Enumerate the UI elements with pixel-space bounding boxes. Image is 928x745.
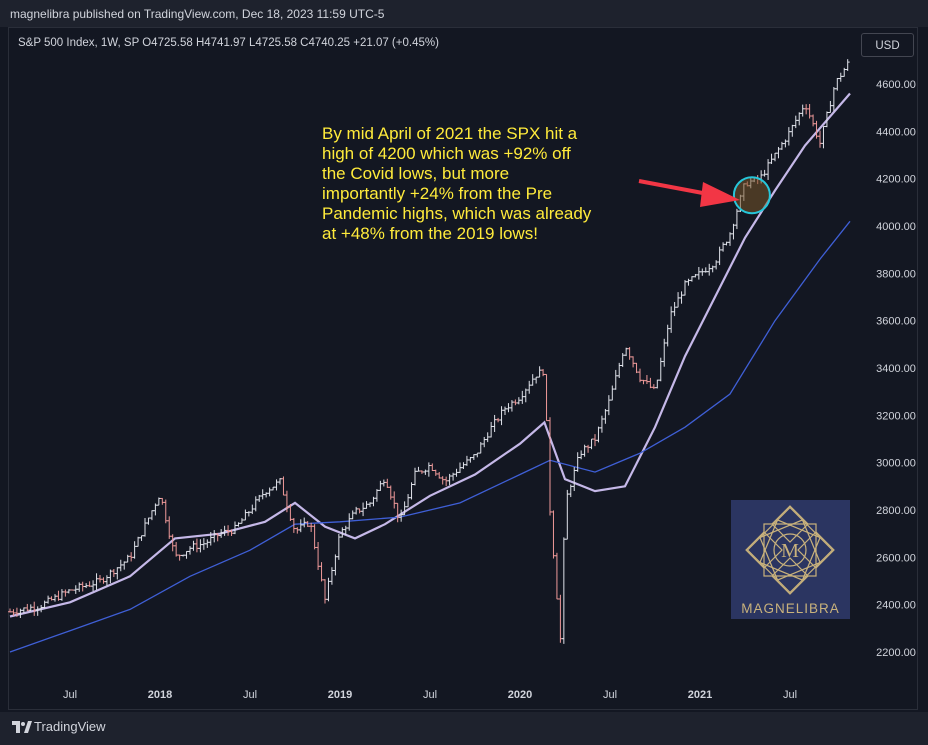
y-tick-label: 2600.00 — [876, 552, 916, 564]
annotation-arrow-shaft — [638, 179, 709, 196]
x-tick-label: 2020 — [508, 689, 532, 701]
logo-text: MAGNELIBRA — [741, 601, 840, 616]
y-tick-label: 4000.00 — [876, 221, 916, 233]
y-tick-label: 2800.00 — [876, 505, 916, 517]
x-tick-label: 2021 — [688, 689, 712, 701]
annotation-arrow-head — [700, 182, 740, 207]
x-tick-label: Jul — [783, 689, 797, 701]
y-tick-label: 3200.00 — [876, 410, 916, 422]
y-tick-label: 3400.00 — [876, 363, 916, 375]
magnelibra-logo: M MAGNELIBRA — [731, 500, 850, 619]
y-tick-label: 4600.00 — [876, 79, 916, 91]
tradingview-brand[interactable]: TradingView — [34, 719, 106, 734]
sma-fast-line — [9, 92, 851, 618]
y-tick-label: 4200.00 — [876, 174, 916, 186]
currency-button[interactable]: USD — [861, 33, 914, 57]
y-tick-label: 3600.00 — [876, 316, 916, 328]
y-tick-label: 3000.00 — [876, 458, 916, 470]
x-tick-label: 2019 — [328, 689, 352, 701]
highlight-circle — [732, 176, 771, 215]
symbol-ohlc-legend: S&P 500 Index, 1W, SP O4725.58 H4741.97 … — [18, 37, 439, 49]
svg-text:M: M — [781, 540, 799, 562]
tradingview-logo-icon[interactable] — [12, 721, 32, 735]
x-tick-label: 2018 — [148, 689, 172, 701]
y-tick-label: 2200.00 — [876, 647, 916, 659]
x-tick-label: Jul — [603, 689, 617, 701]
logo-emblem-icon: M — [745, 505, 835, 595]
top-bar — [0, 0, 928, 27]
y-tick-label: 2400.00 — [876, 600, 916, 612]
chart-annotation: By mid April of 2021 the SPX hit a high … — [322, 124, 592, 243]
y-tick-label: 4400.00 — [876, 126, 916, 138]
x-tick-label: Jul — [63, 689, 77, 701]
x-tick-label: Jul — [423, 689, 437, 701]
sma-slow-line — [9, 220, 851, 653]
x-tick-label: Jul — [243, 689, 257, 701]
y-tick-label: 3800.00 — [876, 268, 916, 280]
footer-bar — [0, 712, 928, 745]
published-info: magnelibra published on TradingView.com,… — [10, 7, 385, 21]
